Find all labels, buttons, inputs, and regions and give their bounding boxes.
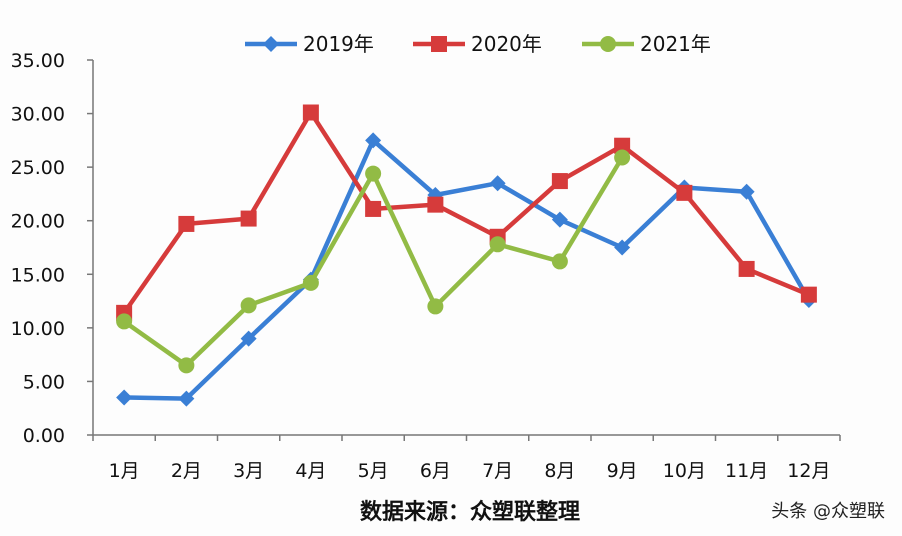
- x-tick-label: 12月: [787, 460, 830, 482]
- data-point: [738, 260, 755, 277]
- source-annotation: 数据来源：众塑联整理: [360, 499, 580, 525]
- data-point: [116, 389, 133, 406]
- data-point: [302, 274, 319, 291]
- x-tick-label: 6月: [420, 460, 451, 482]
- y-tick-label: 25.00: [11, 157, 65, 179]
- series-2021: [116, 149, 631, 374]
- x-tick-label: 1月: [109, 460, 140, 482]
- legend-marker: [431, 36, 447, 52]
- y-tick-label: 20.00: [11, 211, 65, 233]
- y-tick-label: 30.00: [11, 104, 65, 126]
- data-point: [489, 175, 506, 192]
- x-tick-label: 3月: [233, 460, 264, 482]
- legend-item: 2020年: [413, 32, 542, 56]
- series-line: [122, 110, 810, 315]
- legend-marker: [263, 36, 279, 52]
- x-tick-label: 2月: [171, 460, 202, 482]
- data-point: [365, 132, 382, 149]
- x-tick-label: 9月: [607, 460, 638, 482]
- legend-marker: [600, 36, 616, 52]
- series-2019: [116, 132, 817, 407]
- y-tick-label: 10.00: [11, 318, 65, 340]
- y-tick-label: 5.00: [23, 371, 65, 393]
- legend-label: 2020年: [471, 32, 542, 56]
- data-point: [614, 239, 631, 256]
- legend-item: 2019年: [245, 32, 374, 56]
- data-point: [365, 165, 382, 182]
- data-point: [240, 330, 257, 347]
- data-point: [427, 298, 444, 315]
- data-point: [240, 210, 257, 227]
- data-point: [178, 215, 195, 232]
- x-tick-label: 7月: [482, 460, 513, 482]
- data-point: [178, 357, 195, 374]
- data-point: [551, 253, 568, 270]
- data-point: [551, 211, 568, 228]
- watermark: 头条 @众塑联: [771, 501, 885, 522]
- data-point: [489, 236, 506, 253]
- data-point: [427, 196, 444, 213]
- x-tick-label: 4月: [295, 460, 326, 482]
- legend-item: 2021年: [582, 32, 711, 56]
- data-point: [738, 183, 755, 200]
- data-point: [614, 137, 631, 154]
- series-line: [122, 156, 625, 368]
- legend-label: 2021年: [640, 32, 711, 56]
- x-tick-label: 8月: [544, 460, 575, 482]
- data-point: [676, 184, 693, 201]
- y-tick-label: 0.00: [23, 425, 65, 447]
- data-point: [614, 149, 631, 166]
- x-tick-label: 10月: [663, 460, 706, 482]
- x-tick-label: 5月: [358, 460, 389, 482]
- y-tick-label: 35.00: [11, 50, 65, 72]
- data-point: [240, 297, 257, 314]
- series-line: [124, 138, 811, 401]
- data-point: [800, 286, 817, 303]
- data-point: [365, 200, 382, 217]
- legend-label: 2019年: [303, 32, 374, 56]
- series-2020: [116, 104, 817, 321]
- x-tick-label: 11月: [725, 460, 768, 482]
- data-point: [551, 173, 568, 190]
- y-tick-label: 15.00: [11, 264, 65, 286]
- data-point: [116, 313, 133, 330]
- data-point: [302, 104, 319, 121]
- data-point: [178, 390, 195, 407]
